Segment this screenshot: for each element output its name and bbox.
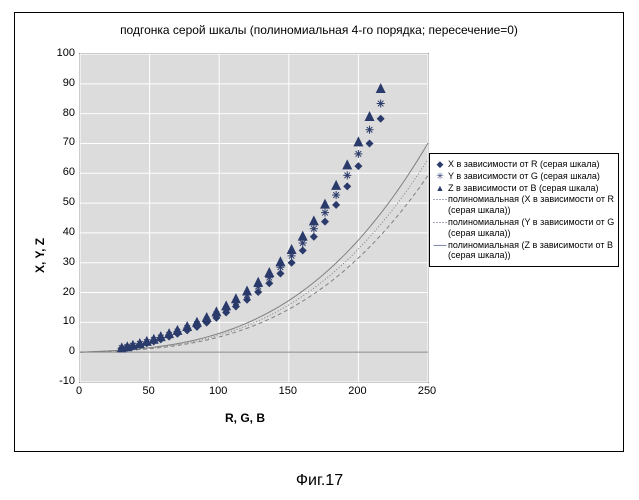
figure-caption: Фиг.17 [0, 472, 639, 490]
legend-marker: ── [432, 240, 448, 251]
y-tick-label: 100 [35, 47, 75, 59]
y-tick-label: 20 [35, 286, 75, 298]
x-tick-label: 0 [76, 385, 82, 397]
legend-item: ▲Z в зависимости от B (серая шкала) [432, 183, 616, 194]
legend-label: Z в зависимости от B (серая шкала) [448, 183, 616, 194]
figure-container: подгонка серой шкалы (полиномиальная 4-г… [0, 0, 639, 500]
x-tick-label: 250 [418, 385, 436, 397]
y-tick-label: 90 [35, 77, 75, 89]
y-tick-label: 0 [35, 345, 75, 357]
legend-item: ◆X в зависимости от R (серая шкала) [432, 159, 616, 170]
outer-frame: подгонка серой шкалы (полиномиальная 4-г… [14, 12, 624, 452]
y-tick-label: 60 [35, 166, 75, 178]
legend-marker: ✳ [432, 171, 448, 182]
legend: ◆X в зависимости от R (серая шкала)✳Y в … [429, 153, 619, 267]
legend-label: X в зависимости от R (серая шкала) [448, 159, 616, 170]
legend-marker: ▲ [432, 183, 448, 194]
legend-marker: ····· [432, 194, 448, 205]
x-tick-label: 200 [348, 385, 366, 397]
legend-label: полиномиальная (Z в зависимости от B (се… [448, 240, 616, 262]
plot-area [79, 53, 429, 383]
x-axis-title: R, G, B [225, 411, 265, 425]
x-tick-label: 100 [209, 385, 227, 397]
legend-label: полиномиальная (X в зависимости от R (се… [448, 194, 616, 216]
legend-label: полиномиальная (Y в зависимости от G (се… [448, 217, 616, 239]
x-tick-label: 150 [279, 385, 297, 397]
legend-label: Y в зависимости от G (серая шкала) [448, 171, 616, 182]
legend-item: ✳Y в зависимости от G (серая шкала) [432, 171, 616, 182]
x-tick-label: 50 [142, 385, 154, 397]
y-tick-label: 50 [35, 196, 75, 208]
y-tick-label: -10 [35, 375, 75, 387]
y-tick-label: 80 [35, 107, 75, 119]
legend-item: ──полиномиальная (Z в зависимости от B (… [432, 240, 616, 262]
legend-item: ·····полиномиальная (Y в зависимости от … [432, 217, 616, 239]
chart-title: подгонка серой шкалы (полиномиальная 4-г… [15, 23, 623, 37]
legend-item: ·····полиномиальная (X в зависимости от … [432, 194, 616, 216]
legend-marker: ◆ [432, 159, 448, 170]
y-tick-label: 30 [35, 256, 75, 268]
y-tick-label: 10 [35, 315, 75, 327]
y-tick-label: 40 [35, 226, 75, 238]
y-tick-label: 70 [35, 136, 75, 148]
legend-marker: ····· [432, 217, 448, 228]
plot-svg [80, 54, 428, 382]
